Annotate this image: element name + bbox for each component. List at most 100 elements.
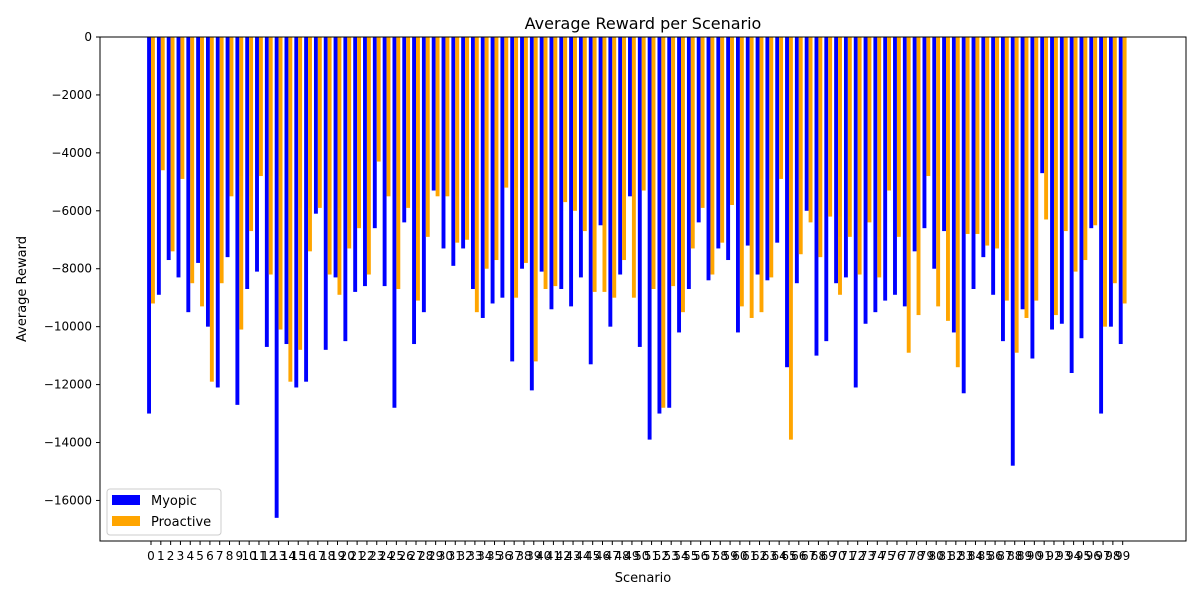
bar-myopic-79 xyxy=(922,37,927,229)
bar-proactive-15 xyxy=(298,37,303,350)
bar-myopic-53 xyxy=(667,37,672,408)
bar-myopic-65 xyxy=(785,37,789,368)
bar-myopic-32 xyxy=(461,37,466,249)
x-tick-label: 87 xyxy=(997,549,1012,563)
x-tick-label: 24 xyxy=(379,549,394,563)
legend: Myopic Proactive xyxy=(106,488,222,536)
bar-myopic-73 xyxy=(863,37,868,324)
bar-proactive-21 xyxy=(357,37,362,229)
bar-proactive-73 xyxy=(867,37,872,223)
bar-myopic-22 xyxy=(363,37,367,287)
bar-myopic-59 xyxy=(726,37,731,261)
bar-myopic-12 xyxy=(264,37,269,347)
x-tick-label: 89 xyxy=(1017,549,1032,563)
x-tick-label: 44 xyxy=(575,549,590,563)
bar-myopic-98 xyxy=(1108,37,1113,327)
bar-proactive-81 xyxy=(946,37,950,321)
bar-myopic-86 xyxy=(991,37,996,295)
bar-myopic-4 xyxy=(186,37,191,313)
bar-myopic-21 xyxy=(353,37,358,292)
bar-myopic-30 xyxy=(441,37,446,249)
bar-proactive-90 xyxy=(1034,37,1039,301)
bar-proactive-67 xyxy=(808,37,813,223)
bar-myopic-63 xyxy=(765,37,770,281)
bar-myopic-70 xyxy=(834,37,839,284)
x-tick-label: 61 xyxy=(742,549,757,563)
x-tick-label: 68 xyxy=(811,549,826,563)
bar-myopic-91 xyxy=(1040,37,1045,174)
x-tick-label: 71 xyxy=(840,549,855,563)
x-tick-label: 23 xyxy=(369,549,384,563)
bar-proactive-70 xyxy=(838,37,842,295)
bar-proactive-92 xyxy=(1053,37,1058,316)
x-tick-label: 96 xyxy=(1086,549,1101,563)
bar-proactive-38 xyxy=(523,37,528,263)
bar-proactive-97 xyxy=(1103,37,1107,327)
x-tick-label: 93 xyxy=(1056,549,1071,563)
bar-proactive-26 xyxy=(406,37,411,208)
bar-myopic-50 xyxy=(637,37,642,347)
x-tick-label: 1 xyxy=(157,549,165,563)
x-tick-label: 37 xyxy=(507,549,522,563)
bar-myopic-5 xyxy=(196,37,201,263)
bar-myopic-72 xyxy=(853,37,858,388)
bar-proactive-60 xyxy=(739,37,744,307)
x-tick-label: 64 xyxy=(772,549,787,563)
bar-proactive-48 xyxy=(622,37,627,261)
bar-myopic-14 xyxy=(284,37,289,345)
x-tick-label: 75 xyxy=(879,549,894,563)
bar-proactive-43 xyxy=(573,37,577,211)
x-tick-label: 42 xyxy=(556,549,571,563)
x-tick-label: 3 xyxy=(177,549,185,563)
bar-myopic-8 xyxy=(225,37,230,258)
bar-myopic-66 xyxy=(794,37,799,284)
bar-proactive-29 xyxy=(435,37,440,197)
bar-myopic-44 xyxy=(578,37,583,278)
x-tick-label: 76 xyxy=(889,549,904,563)
bar-myopic-52 xyxy=(657,37,662,414)
bar-myopic-57 xyxy=(706,37,711,281)
bar-myopic-39 xyxy=(529,37,534,391)
x-tick-label: 21 xyxy=(349,549,364,563)
bar-proactive-64 xyxy=(779,37,784,179)
bar-myopic-84 xyxy=(971,37,976,289)
bar-proactive-85 xyxy=(985,37,990,246)
bar-proactive-58 xyxy=(720,37,725,243)
bar-proactive-34 xyxy=(484,37,489,269)
bar-myopic-95 xyxy=(1079,37,1084,339)
x-tick-label: 94 xyxy=(1066,549,1081,563)
legend-swatch-myopic xyxy=(112,495,140,505)
bar-proactive-62 xyxy=(759,37,764,313)
bar-myopic-68 xyxy=(814,37,819,356)
x-tick-label: 59 xyxy=(722,549,737,563)
axes-group: 0 −2000 −4000 −6000 −8000 −10000 −12000 −14000 −… xyxy=(44,30,1187,563)
x-tick-label: 11 xyxy=(251,549,266,563)
bar-myopic-58 xyxy=(716,37,721,249)
x-tick-label: 15 xyxy=(291,549,306,563)
x-tick-label: 62 xyxy=(752,549,767,563)
y-tick-label: −12000 xyxy=(44,378,92,392)
y-tick-label: −16000 xyxy=(44,493,92,507)
y-axis-title: Average Reward xyxy=(15,236,30,342)
x-tick-label: 97 xyxy=(1095,549,1110,563)
x-tick-label: 51 xyxy=(644,549,659,563)
bar-myopic-54 xyxy=(677,37,682,333)
x-tick-label: 63 xyxy=(762,549,777,563)
x-tick-label: 41 xyxy=(546,549,561,563)
x-tick-label: 90 xyxy=(1027,549,1042,563)
bar-proactive-47 xyxy=(612,37,617,298)
x-tick-label: 81 xyxy=(938,549,953,563)
bar-proactive-75 xyxy=(887,37,892,191)
x-tick-label: 50 xyxy=(634,549,649,563)
bar-proactive-20 xyxy=(347,37,352,249)
bar-proactive-76 xyxy=(896,37,901,237)
x-tick-label: 47 xyxy=(605,549,620,563)
x-tick-label: 83 xyxy=(958,549,973,563)
x-tick-label: 36 xyxy=(497,549,512,563)
bar-myopic-24 xyxy=(382,37,387,287)
bar-myopic-75 xyxy=(883,37,888,301)
bar-proactive-0 xyxy=(151,37,155,304)
bar-myopic-1 xyxy=(156,37,161,295)
bar-proactive-5 xyxy=(200,37,204,307)
